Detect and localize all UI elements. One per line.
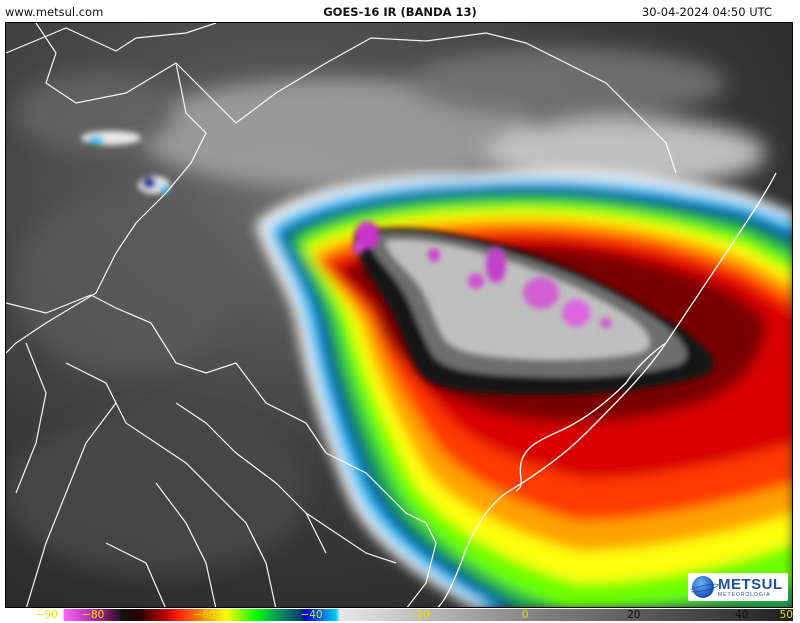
site-url[interactable]: www.metsul.com (5, 5, 104, 19)
colorbar-tick: −20 (407, 609, 430, 621)
logo-brand: METSUL (718, 575, 783, 593)
timestamp: 30-04-2024 04:50 UTC (641, 5, 772, 19)
image-title: GOES-16 IR (BANDA 13) (323, 5, 477, 19)
colorbar-tick: −60 (193, 609, 216, 621)
header-bar: www.metsul.com GOES-16 IR (BANDA 13) 30-… (0, 0, 800, 22)
satellite-ir-render (6, 23, 792, 607)
colorbar-tick: 0 (521, 609, 529, 621)
globe-icon (692, 576, 714, 598)
metsul-logo: METSUL METEOROLOGIA (688, 573, 788, 601)
colorbar-tick: 20 (627, 609, 641, 621)
colorbar-tick: −40 (300, 609, 323, 621)
colorbar-tick: 50 (779, 609, 793, 621)
colorbar-tick: 40 (735, 609, 749, 621)
colorbar-tick: −80 (82, 609, 105, 621)
temperature-colorbar: −90 −80 −60 −40 −20 0 20 40 50 (5, 609, 793, 621)
satellite-image: METSUL METEOROLOGIA (5, 22, 793, 608)
logo-subtitle: METEOROLOGIA (718, 591, 771, 598)
colorbar-tick: −90 (35, 609, 58, 621)
